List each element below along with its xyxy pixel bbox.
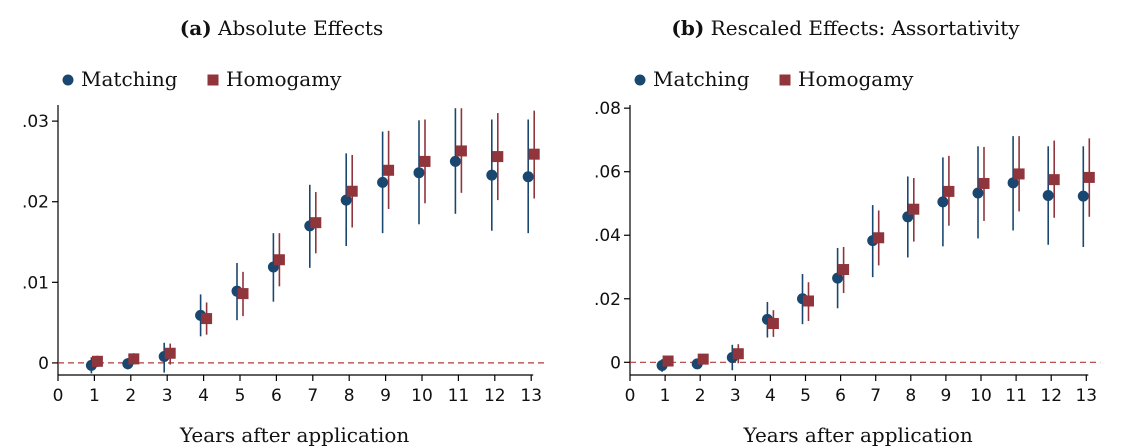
x-tick-label: 4 — [765, 386, 776, 406]
homogamy-point — [455, 145, 467, 157]
homogamy-point — [838, 264, 850, 276]
y-tick-label: 0 — [38, 354, 49, 374]
matching-point — [413, 167, 425, 179]
legend-matching-marker — [62, 74, 74, 86]
homogamy-point — [1048, 174, 1060, 186]
matching-point — [449, 155, 461, 167]
homogamy-point — [978, 177, 990, 189]
panel-title-text: Absolute Effects — [218, 16, 384, 40]
homogamy-point — [273, 254, 285, 266]
legend-matching-label: Matching — [653, 67, 750, 91]
homogamy-point — [492, 151, 504, 163]
x-tick-label: 3 — [162, 386, 173, 406]
homogamy-point — [419, 155, 431, 167]
homogamy-point — [164, 347, 176, 359]
homogamy-point — [1083, 171, 1095, 183]
x-tick-label: 5 — [235, 386, 246, 406]
legend-homogamy-marker — [779, 74, 791, 86]
homogamy-point — [732, 348, 744, 360]
x-tick-label: 11 — [1005, 386, 1027, 406]
panel-rescaled-effects: (b) Rescaled Effects: Assortativity 0 .02… — [564, 0, 1127, 446]
x-tick-label: 10 — [970, 386, 992, 406]
x-tick-label: 11 — [448, 386, 470, 406]
panel-tag: (a) — [179, 16, 212, 40]
x-axis-title: Years after application — [742, 423, 972, 446]
x-tick-label: 9 — [380, 386, 391, 406]
y-tick-label: .06 — [594, 163, 621, 183]
x-tick-label: 3 — [730, 386, 741, 406]
matching-point — [522, 171, 534, 183]
homogamy-point — [528, 148, 540, 160]
matching-point — [377, 176, 389, 188]
homogamy-point — [91, 355, 103, 367]
matching-point — [1077, 190, 1089, 202]
matching-point — [340, 194, 352, 206]
matching-point — [972, 187, 984, 199]
panel-absolute-effects: (a) Absolute Effects 0.01.02.03 0 1 2 3 4 5 6 7 8… — [0, 0, 563, 446]
x-tick-label: 5 — [800, 386, 811, 406]
homogamy-point — [310, 217, 322, 229]
x-tick-label: 0 — [625, 386, 636, 406]
x-tick-label: 1 — [660, 386, 671, 406]
x-tick-label: 2 — [695, 386, 706, 406]
homogamy-point — [201, 313, 213, 325]
homogamy-point — [346, 185, 358, 197]
x-tick-label: 0 — [53, 386, 64, 406]
legend-matching-label: Matching — [81, 67, 178, 91]
homogamy-point — [803, 295, 814, 307]
y-tick-label: .08 — [594, 99, 621, 119]
homogamy-point — [697, 353, 709, 365]
homogamy-point — [767, 318, 779, 330]
x-tick-label: 1 — [89, 386, 100, 406]
y-tick-label: .01 — [22, 273, 49, 293]
homogamy-point — [1013, 168, 1025, 180]
x-tick-label: 8 — [344, 386, 355, 406]
x-axis-title: Years after application — [179, 423, 409, 446]
x-tick-label: 12 — [1040, 386, 1062, 406]
homogamy-point — [662, 355, 674, 367]
x-tick-label: 7 — [870, 386, 881, 406]
x-tick-label: 13 — [520, 386, 542, 406]
legend-matching-marker — [634, 74, 646, 86]
homogamy-point — [873, 232, 885, 244]
matching-point — [832, 272, 844, 284]
x-tick-label: 4 — [198, 386, 209, 406]
panel-title-text: Rescaled Effects: Assortativity — [710, 16, 1020, 40]
matching-point — [1007, 177, 1019, 189]
legend-homogamy-label: Homogamy — [798, 67, 914, 91]
homogamy-point — [128, 353, 140, 365]
legend-homogamy-label: Homogamy — [226, 67, 342, 91]
x-tick-label: 2 — [125, 386, 136, 406]
homogamy-point — [237, 288, 249, 300]
matching-point — [486, 169, 498, 181]
y-tick-label: .03 — [22, 112, 49, 132]
matching-point — [1042, 190, 1054, 202]
x-tick-label: 13 — [1075, 386, 1097, 406]
homogamy-point — [908, 203, 920, 215]
panel-tag: (b) — [671, 16, 705, 40]
y-tick-label: 0 — [610, 353, 621, 373]
homogamy-point — [943, 185, 955, 197]
panel-title: (b) Rescaled Effects: Assortativity — [564, 16, 1127, 40]
x-tick-label: 6 — [271, 386, 282, 406]
x-tick-label: 8 — [905, 386, 916, 406]
legend-homogamy-marker — [207, 74, 219, 86]
y-tick-label: .02 — [594, 290, 621, 310]
y-tick-label: .02 — [22, 193, 49, 213]
x-tick-label: 9 — [940, 386, 951, 406]
x-tick-label: 12 — [484, 386, 506, 406]
panel-title: (a) Absolute Effects — [0, 16, 563, 40]
x-tick-label: 7 — [307, 386, 318, 406]
x-tick-label: 6 — [835, 386, 846, 406]
y-tick-label: .04 — [594, 226, 621, 246]
matching-point — [937, 196, 949, 208]
x-tick-label: 10 — [411, 386, 433, 406]
homogamy-point — [383, 164, 395, 176]
